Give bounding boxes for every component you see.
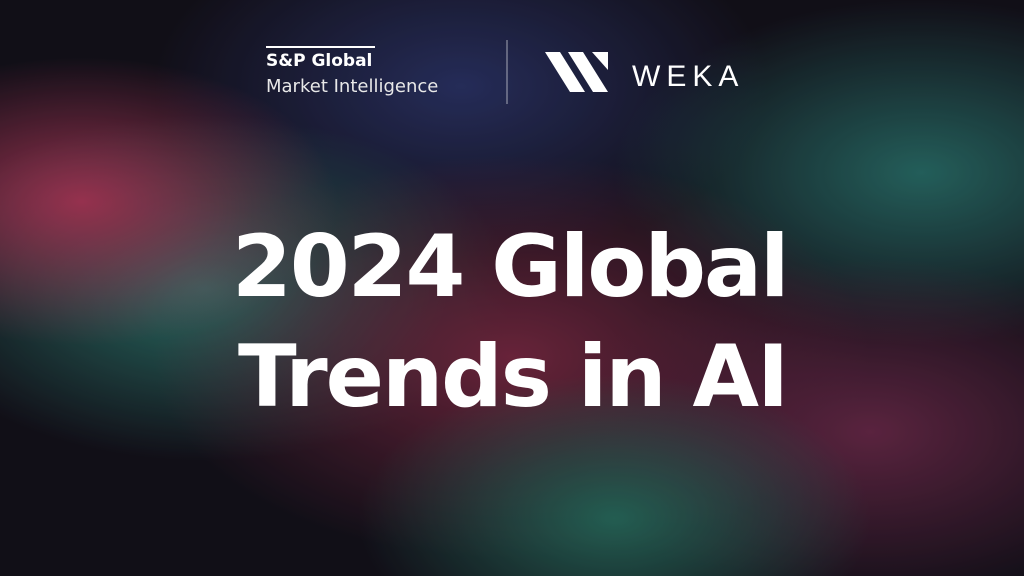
title-line-2: Trends in AI — [238, 327, 787, 427]
title-line-1: 2024 Global — [232, 217, 788, 317]
sp-logo-name: S&P Global — [266, 51, 372, 71]
weka-mark — [545, 52, 608, 92]
sp-logo-sub: Market Intelligence — [266, 76, 438, 97]
weka-logo: WEKA — [632, 60, 744, 93]
